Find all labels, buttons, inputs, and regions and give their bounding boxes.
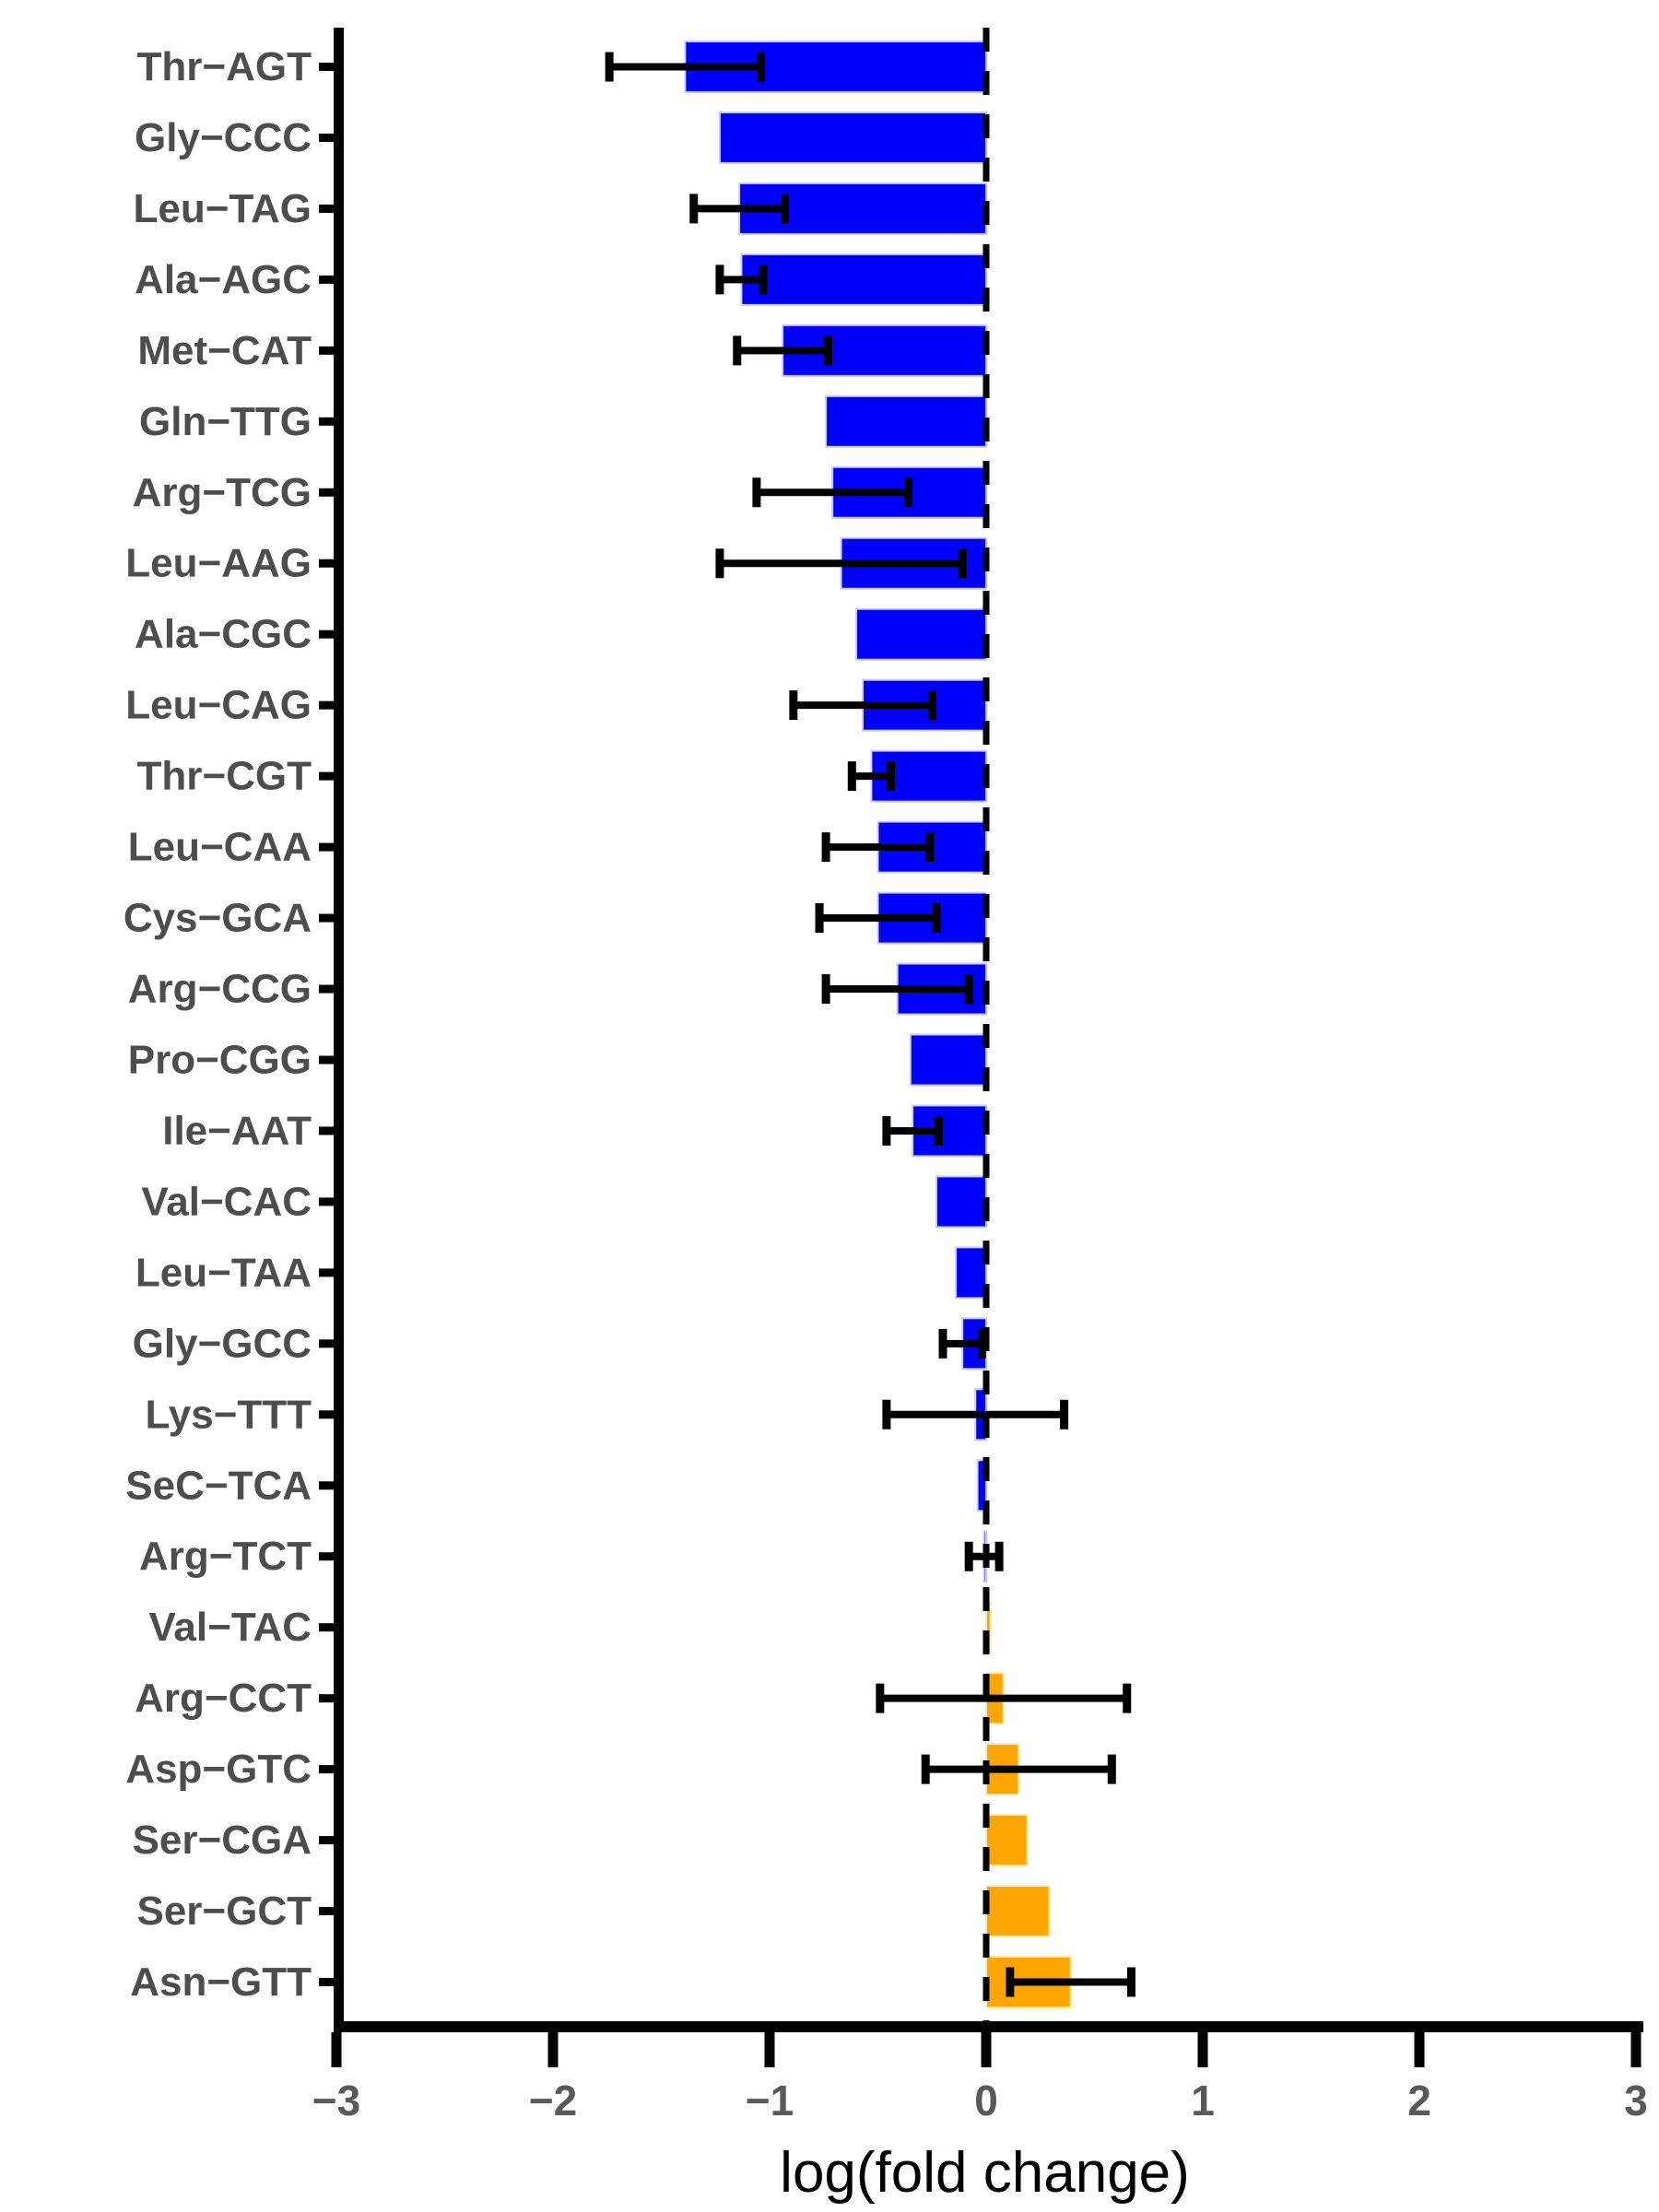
y-tick-Leu−CAA [319,842,334,852]
y-tick-Met−CAT [319,346,334,355]
category-label-Ser−CGA: Ser−CGA [133,1818,312,1863]
bar-Ala−AGC [740,253,987,306]
x-axis-line [334,2021,1643,2032]
category-label-Val−CAC: Val−CAC [141,1179,312,1224]
category-label-Leu−AAG: Leu−AAG [125,541,312,586]
category-label-Gly−CCC: Gly−CCC [135,115,312,160]
category-label-Lys−TTT: Lys−TTT [145,1392,312,1437]
y-tick-Gly−GCC [319,1339,334,1348]
x-tick--2 [547,2032,559,2067]
y-axis-spine [334,28,344,2032]
x-tick-label--3: −3 [312,2077,360,2124]
category-label-Met−CAT: Met−CAT [137,328,312,373]
category-label-SeC−TCA: SeC−TCA [125,1463,312,1508]
x-tick-label-3: 3 [1624,2077,1648,2124]
x-tick-label-0: 0 [974,2077,998,2124]
category-label-Arg−TCT: Arg−TCT [139,1534,312,1579]
y-tick-Ser−GCT [319,1907,334,1916]
y-tick-Pro−CGG [319,1055,334,1065]
y-tick-Leu−CAG [319,700,334,710]
y-tick-Leu−AAG [319,559,334,568]
bar-Ser−GCT [985,1885,1051,1938]
x-tick-label-2: 2 [1407,2077,1431,2124]
x-axis-title: log(fold change) [780,2141,1190,2205]
category-label-Arg−CCT: Arg−CCT [135,1676,312,1721]
x-tick-label--2: −2 [529,2077,577,2124]
bar-Gly−CCC [718,111,987,164]
y-tick-Arg−CCG [319,984,334,994]
bar-Leu−TAA [955,1246,987,1300]
bar-Ala−CGC [855,607,987,661]
bar-SeC−TCA [976,1459,987,1512]
category-label-Asp−GTC: Asp−GTC [125,1747,312,1792]
y-tick-Asn−GTT [319,1978,334,1987]
y-tick-Leu−TAA [319,1268,334,1277]
category-label-Ile−AAT: Ile−AAT [162,1108,312,1153]
category-label-Leu−TAA: Leu−TAA [135,1250,312,1295]
y-tick-Ile−AAT [319,1126,334,1135]
bar-Val−CAC [935,1175,988,1229]
category-label-Pro−CGG: Pro−CGG [128,1037,312,1082]
bar-Gln−TTG [825,394,987,448]
y-tick-Leu−TAG [319,204,334,213]
category-label-Gln−TTG: Gln−TTG [139,399,312,444]
category-label-Ser−GCT: Ser−GCT [136,1888,312,1934]
y-tick-Ala−CGC [319,629,334,639]
y-tick-Arg−CCT [319,1694,334,1703]
y-tick-Arg−TCG [319,488,334,497]
y-tick-Val−TAC [319,1623,334,1632]
category-label-Arg−TCG: Arg−TCG [133,470,312,515]
x-tick-label-1: 1 [1191,2077,1215,2124]
y-tick-Ser−CGA [319,1836,334,1845]
y-tick-Gly−CCC [319,133,334,142]
x-tick-1 [1197,2032,1208,2067]
x-tick--3 [331,2032,342,2067]
category-label-Gly−GCC: Gly−GCC [133,1321,312,1366]
category-label-Leu−CAG: Leu−CAG [125,683,312,728]
category-label-Ala−AGC: Ala−AGC [135,257,312,302]
category-label-Leu−CAA: Leu−CAA [128,825,312,870]
x-tick-label--1: −1 [746,2077,794,2124]
x-tick--1 [764,2032,775,2067]
x-tick-0 [981,2032,992,2067]
y-tick-Lys−TTT [319,1410,334,1419]
category-label-Ala−CGC: Ala−CGC [135,612,312,657]
y-tick-Gln−TTG [319,417,334,426]
y-tick-SeC−TCA [319,1481,334,1490]
bar-Pro−CGG [909,1033,987,1087]
category-label-Val−TAC: Val−TAC [149,1605,312,1650]
category-label-Leu−TAG: Leu−TAG [133,186,312,231]
y-tick-Thr−AGT [319,62,334,71]
category-label-Asn−GTT: Asn−GTT [130,1959,312,2005]
y-tick-Cys−GCA [319,913,334,923]
y-tick-Arg−TCT [319,1552,334,1561]
y-tick-Val−CAC [319,1197,334,1206]
bar-Ser−CGA [985,1814,1029,1867]
y-tick-Ala−AGC [319,275,334,284]
category-label-Cys−GCA: Cys−GCA [124,896,312,941]
x-tick-2 [1414,2032,1425,2067]
y-tick-Asp−GTC [319,1765,334,1774]
category-label-Arg−CCG: Arg−CCG [128,967,312,1012]
category-label-Thr−AGT: Thr−AGT [137,44,312,89]
y-tick-Thr−CGT [319,771,334,781]
category-label-Thr−CGT: Thr−CGT [137,754,312,799]
x-tick-3 [1630,2032,1641,2067]
